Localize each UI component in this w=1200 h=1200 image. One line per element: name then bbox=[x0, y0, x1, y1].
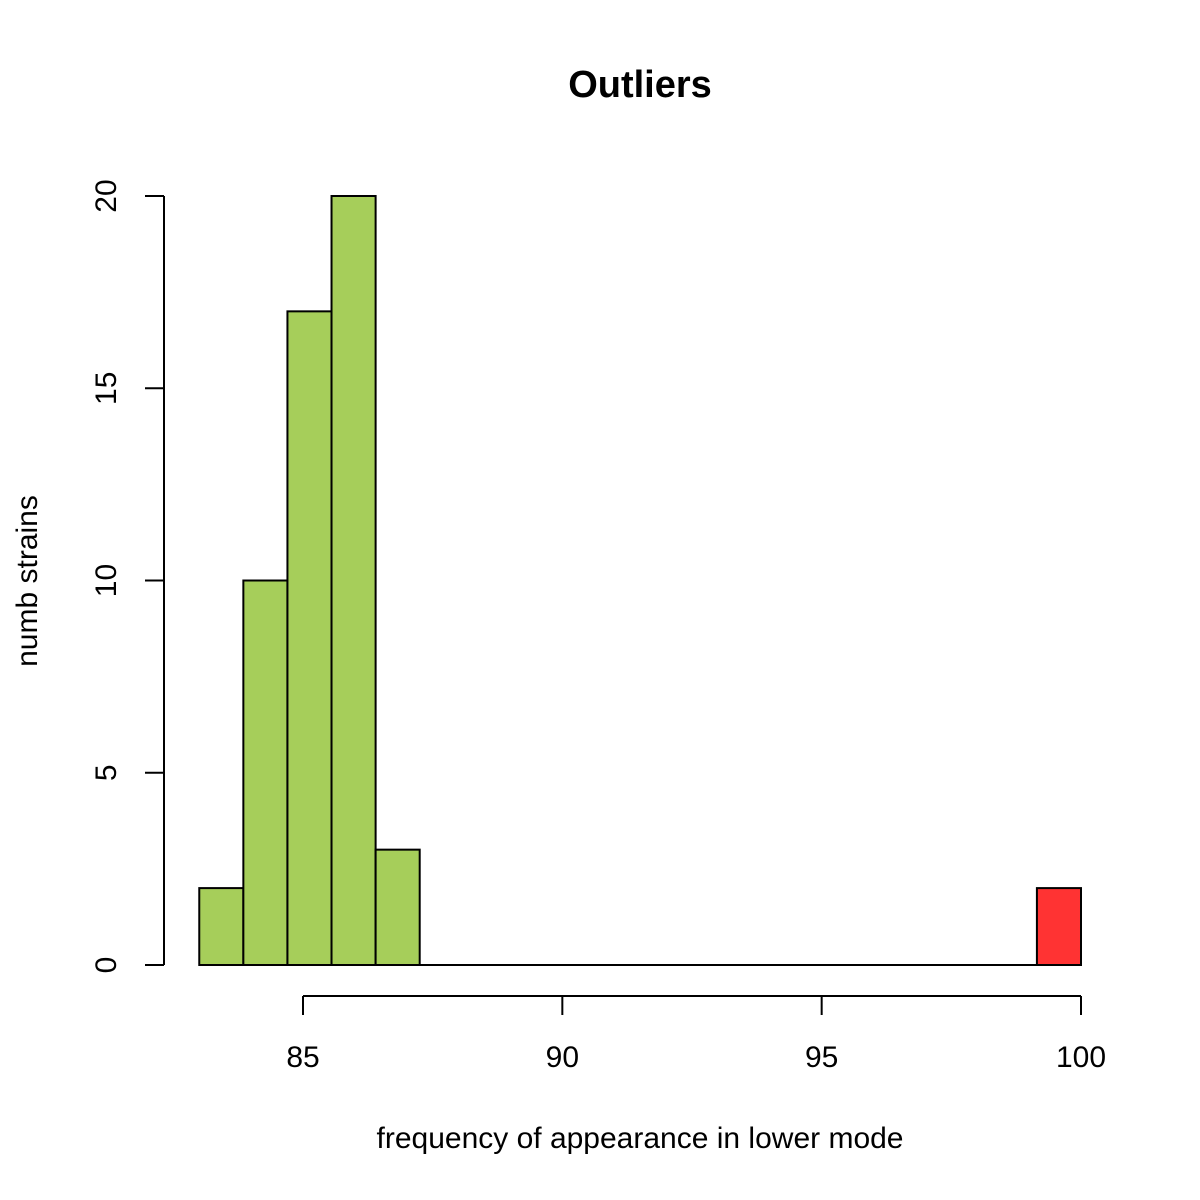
histogram-bar bbox=[330, 195, 377, 966]
chart-title: Outliers bbox=[568, 64, 712, 106]
y-tick-label: 0 bbox=[90, 957, 123, 974]
bars-layer bbox=[198, 195, 1082, 967]
y-axis: 0 5 10 15 20 bbox=[90, 179, 165, 974]
x-axis: 85 90 95 100 bbox=[286, 995, 1106, 1074]
y-tick-label: 5 bbox=[90, 764, 123, 781]
y-tick-label: 15 bbox=[90, 372, 123, 405]
y-tick-label: 10 bbox=[90, 564, 123, 597]
x-tick-label: 95 bbox=[805, 1041, 838, 1074]
x-tick-label: 90 bbox=[546, 1041, 579, 1074]
histogram-bar bbox=[1035, 887, 1082, 966]
histogram-bar bbox=[242, 579, 289, 966]
x-tick-label: 85 bbox=[286, 1041, 319, 1074]
x-tick-label: 100 bbox=[1056, 1041, 1106, 1074]
histogram-bar bbox=[286, 310, 333, 967]
y-axis-label: numb strains bbox=[11, 495, 44, 667]
histogram-bar bbox=[374, 848, 421, 967]
y-tick-label: 20 bbox=[90, 179, 123, 212]
histogram-bar bbox=[198, 887, 245, 966]
x-axis-label: frequency of appearance in lower mode bbox=[377, 1122, 904, 1155]
